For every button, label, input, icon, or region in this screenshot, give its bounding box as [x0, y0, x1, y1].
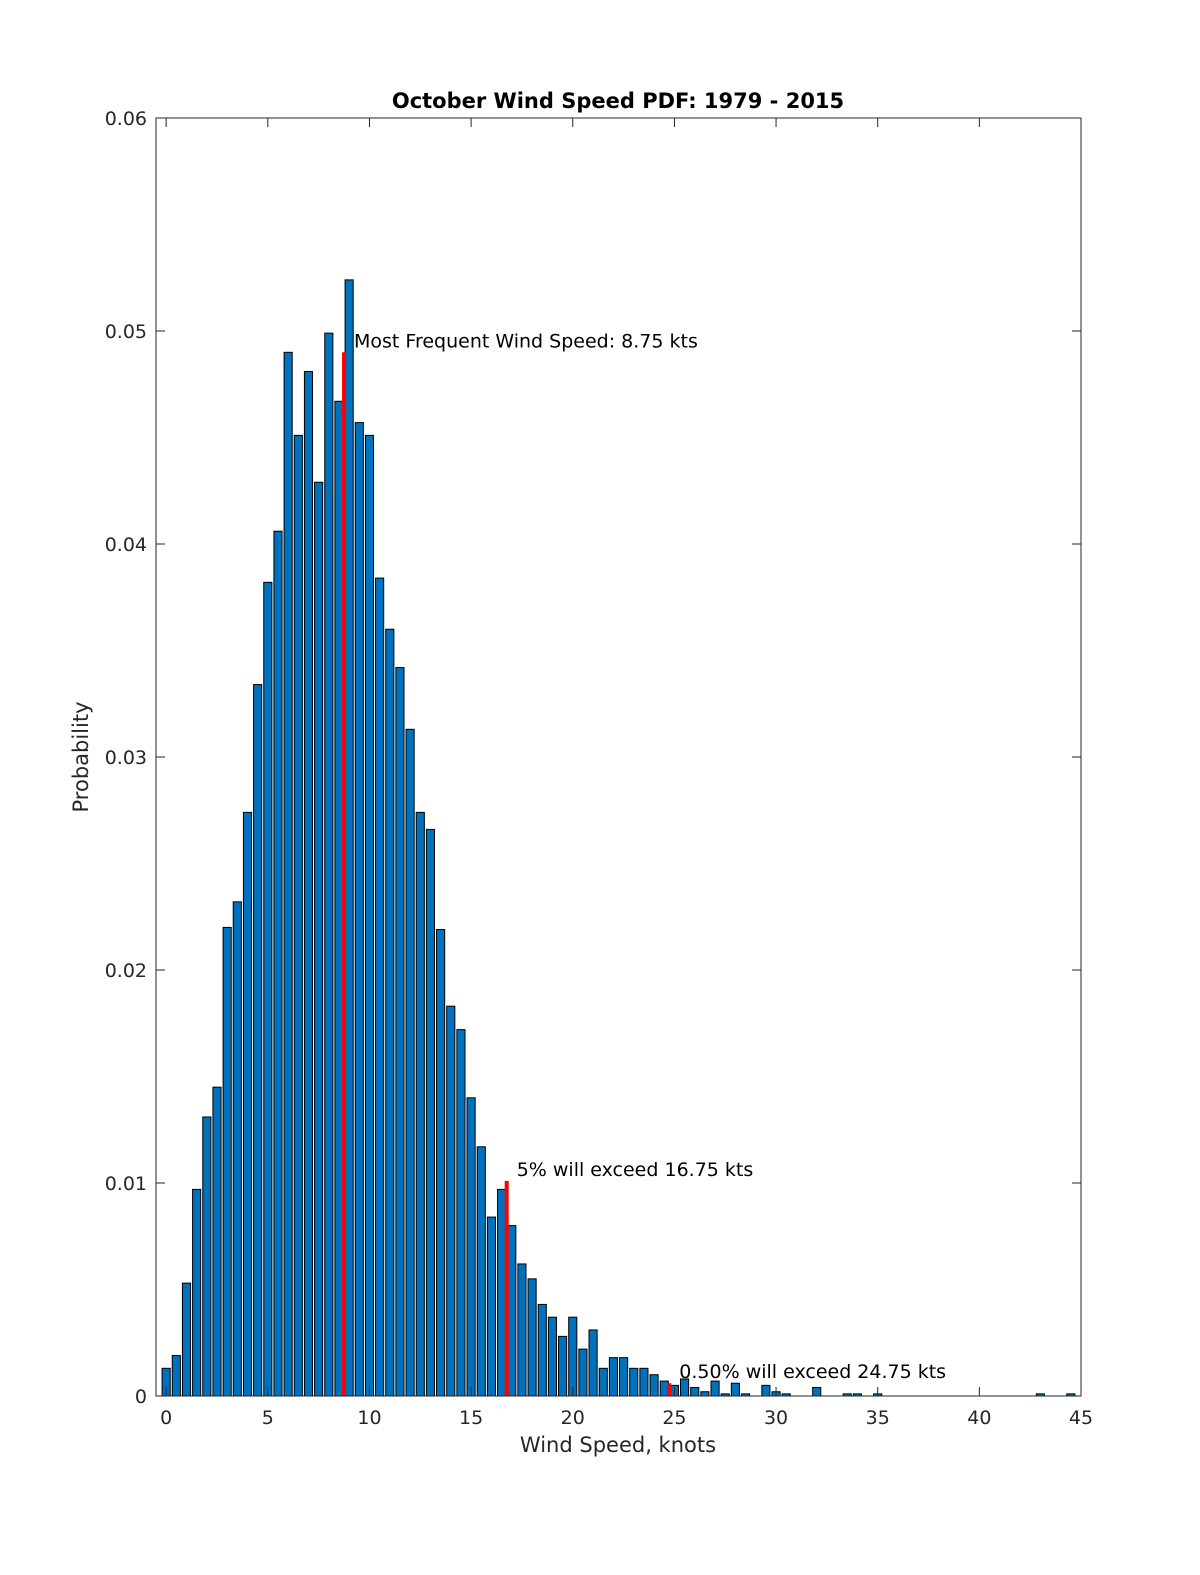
bar-13 [293, 434, 303, 1397]
bar-54 [710, 1380, 720, 1397]
bar-27 [436, 929, 446, 1397]
bar-17 [334, 400, 344, 1397]
bar-41 [578, 1348, 588, 1397]
bar-46 [629, 1367, 639, 1397]
bar-10 [263, 581, 273, 1397]
bar-24 [405, 728, 415, 1397]
y-tick-label-0: 0 [135, 1386, 147, 1408]
bar-49 [659, 1380, 669, 1397]
x-tick-label-6: 30 [764, 1407, 788, 1429]
bar-12 [283, 351, 293, 1397]
chart-title: October Wind Speed PDF: 1979 - 2015 [392, 89, 844, 113]
bar-1 [171, 1355, 181, 1397]
bar-36 [527, 1278, 537, 1397]
bar-29 [456, 1029, 466, 1397]
bar-2 [181, 1282, 192, 1397]
bar-52 [690, 1386, 700, 1397]
x-tick-label-5: 25 [662, 1407, 686, 1429]
y-axis-label: Probability [69, 701, 93, 812]
marker-annotation-1: 5% will exceed 16.75 kts [517, 1159, 754, 1181]
marker-annotation-0: Most Frequent Wind Speed: 8.75 kts [354, 330, 698, 352]
bar-4 [202, 1116, 212, 1397]
bar-42 [588, 1329, 598, 1397]
x-tick-label-8: 40 [967, 1407, 991, 1429]
bar-34 [507, 1225, 517, 1397]
bar-31 [476, 1146, 486, 1397]
bar-6 [222, 926, 232, 1397]
bar-15 [314, 481, 324, 1397]
bar-53 [700, 1391, 710, 1397]
bar-5 [212, 1086, 222, 1397]
y-axis-ticks: 0 0.01 0.02 0.03 0.04 0.05 0.06 [105, 108, 1081, 1408]
x-axis-label: Wind Speed, knots [520, 1433, 716, 1457]
bar-30 [466, 1097, 476, 1397]
x-tick-label-9: 45 [1069, 1407, 1093, 1429]
bar-25 [415, 811, 425, 1397]
bar-16 [324, 332, 334, 1397]
bar-59 [761, 1384, 771, 1397]
bar-23 [395, 667, 405, 1397]
bar-33 [497, 1188, 507, 1397]
y-tick-label-4: 0.04 [105, 534, 147, 556]
bar-series [161, 279, 1076, 1397]
bar-37 [537, 1303, 547, 1397]
bar-45 [619, 1357, 629, 1397]
bar-39 [558, 1335, 568, 1397]
bar-20 [364, 434, 375, 1397]
marker-lines: Most Frequent Wind Speed: 8.75 kts 5% wil… [342, 330, 946, 1396]
bar-14 [303, 370, 314, 1397]
bar-9 [253, 684, 263, 1397]
bar-44 [608, 1357, 618, 1397]
x-axis-ticks: 0 5 10 15 20 25 30 35 40 45 [160, 118, 1093, 1429]
bar-21 [375, 577, 385, 1397]
x-tick-label-1: 5 [262, 1407, 274, 1429]
bar-22 [385, 628, 395, 1397]
y-tick-label-2: 0.02 [105, 960, 147, 982]
y-tick-label-6: 0.06 [105, 108, 147, 130]
x-tick-label-7: 35 [866, 1407, 890, 1429]
bar-32 [486, 1216, 496, 1397]
bar-8 [242, 811, 253, 1397]
bar-47 [639, 1367, 649, 1397]
bar-3 [192, 1188, 202, 1397]
bar-18 [344, 279, 354, 1397]
y-tick-label-3: 0.03 [105, 747, 147, 769]
bar-38 [547, 1316, 557, 1397]
bar-64 [812, 1386, 822, 1397]
bar-26 [425, 828, 436, 1397]
x-tick-label-3: 15 [459, 1407, 483, 1429]
bar-19 [354, 422, 364, 1397]
bar-7 [232, 901, 242, 1397]
bar-11 [273, 530, 283, 1397]
bar-28 [446, 1005, 456, 1397]
bar-48 [649, 1374, 659, 1397]
marker-annotation-2: 0.50% will exceed 24.75 kts [679, 1361, 946, 1383]
bar-43 [598, 1367, 608, 1397]
x-tick-label-2: 10 [357, 1407, 381, 1429]
x-tick-label-0: 0 [160, 1407, 172, 1429]
y-tick-label-5: 0.05 [105, 321, 147, 343]
bar-35 [517, 1263, 527, 1397]
x-tick-label-4: 20 [561, 1407, 585, 1429]
y-tick-label-1: 0.01 [105, 1173, 147, 1195]
bar-40 [568, 1316, 578, 1397]
bar-56 [730, 1382, 740, 1397]
